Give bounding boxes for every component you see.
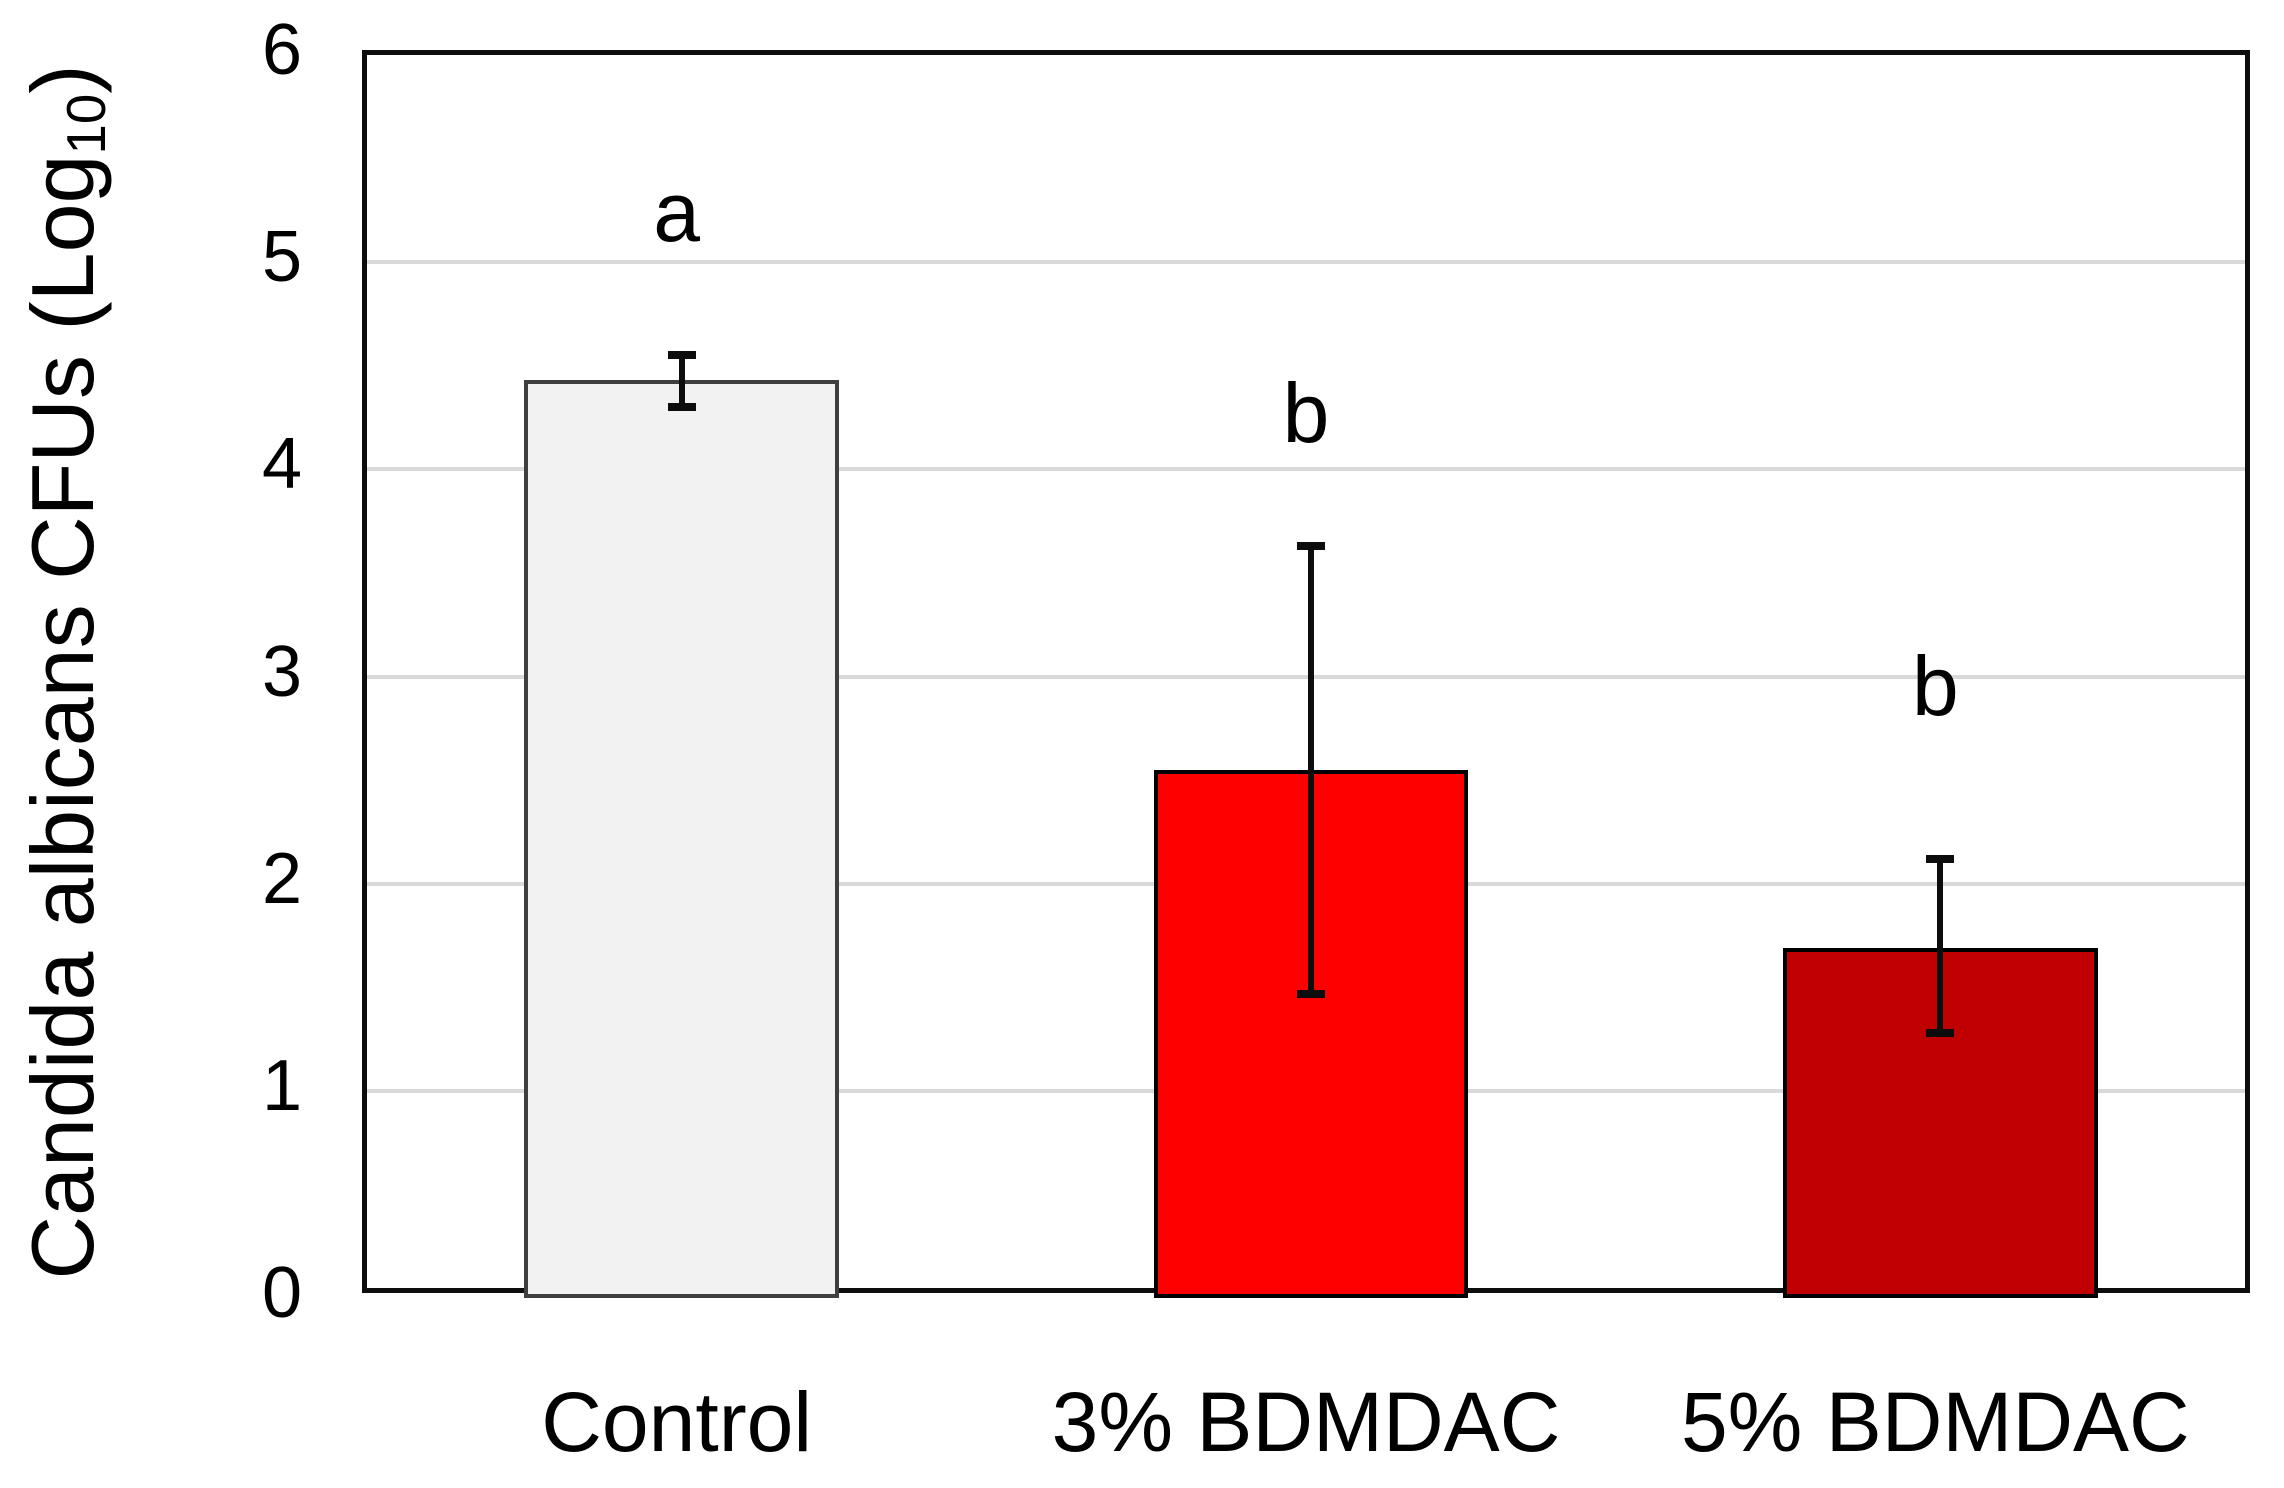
error-bar-cap-bottom-5-bdmdac — [1926, 1028, 1955, 1037]
x-axis-label-5-bdmdac: 5% BDMDAC — [1680, 1375, 2190, 1469]
error-bar-cap-top-5-bdmdac — [1926, 854, 1955, 863]
x-axis-label-3-bdmdac: 3% BDMDAC — [1051, 1375, 1561, 1469]
error-bar-5-bdmdac — [1937, 854, 1944, 1037]
gridline-y3 — [367, 674, 2245, 679]
significance-letter-control: a — [653, 164, 701, 259]
y-tick-label-1: 1 — [261, 1045, 302, 1126]
y-tick-label-4: 4 — [261, 424, 302, 505]
y-tick-label-2: 2 — [261, 838, 302, 919]
x-axis-label-control: Control — [541, 1375, 813, 1469]
y-tick-label-0: 0 — [261, 1253, 302, 1333]
error-bar-3-bdmdac — [1308, 541, 1314, 998]
y-axis-title-subscript: 10 — [56, 93, 117, 155]
gridline-y4 — [367, 467, 2245, 472]
y-tick-label-3: 3 — [261, 631, 302, 712]
gridline-y5 — [367, 260, 2245, 265]
significance-letter-5-bdmdac: b — [1911, 639, 1959, 733]
error-bar-cap-top-control — [667, 351, 696, 360]
error-bar-control — [678, 351, 685, 412]
error-bar-cap-bottom-3-bdmdac — [1297, 989, 1325, 998]
y-tick-label-6: 6 — [261, 10, 302, 90]
significance-letter-3-bdmdac: b — [1282, 365, 1330, 460]
plot-area — [362, 50, 2250, 1298]
error-bar-cap-top-3-bdmdac — [1297, 541, 1325, 550]
error-bar-cap-bottom-control — [667, 403, 696, 412]
bar-control — [524, 380, 839, 1298]
y-tick-label-5: 5 — [261, 217, 302, 298]
